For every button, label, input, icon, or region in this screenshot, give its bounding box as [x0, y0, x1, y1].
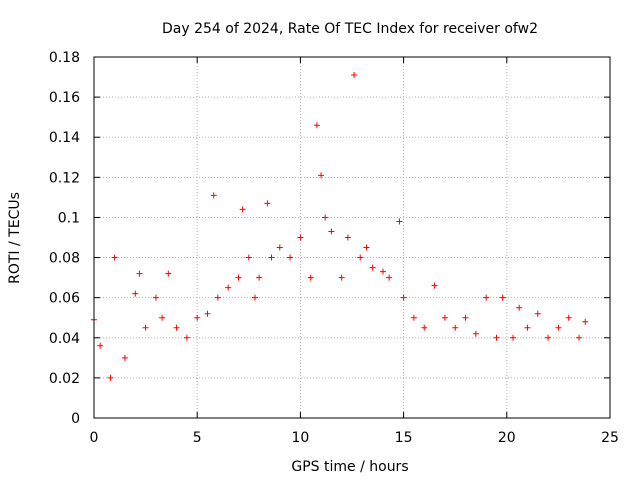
data-point	[441, 314, 448, 321]
data-point	[256, 274, 263, 281]
data-point	[276, 244, 283, 251]
data-point	[328, 228, 335, 235]
x-tick-label: 10	[291, 430, 309, 446]
data-point	[524, 324, 531, 331]
data-point	[210, 192, 217, 199]
axis-ticks: 0 5 10 15 20 25 0 0.02 0.04 0.06 0.08 0.1 0.12 0.14 0.…	[49, 50, 619, 446]
data-point	[322, 214, 329, 221]
data-point	[136, 270, 143, 277]
data-point	[369, 264, 376, 271]
plot-frame	[93, 56, 611, 419]
data-point	[235, 274, 242, 281]
data-point	[545, 334, 552, 341]
data-point	[121, 354, 128, 361]
data-point	[165, 270, 172, 277]
y-tick-label: 0.08	[49, 251, 80, 267]
x-tick-label: 5	[193, 430, 202, 446]
x-tick-label: 25	[601, 430, 619, 446]
grid-lines	[94, 57, 610, 418]
data-point	[452, 324, 459, 331]
y-tick-label: 0.14	[49, 130, 80, 146]
data-point	[565, 314, 572, 321]
data-point	[183, 334, 190, 341]
x-tick-label: 20	[498, 430, 516, 446]
data-point	[152, 294, 159, 301]
data-point	[107, 374, 114, 381]
chart-title: Day 254 of 2024, Rate Of TEC Index for r…	[162, 21, 538, 37]
data-point	[431, 282, 438, 289]
data-point	[493, 334, 500, 341]
data-point	[555, 324, 562, 331]
x-tick-label: 15	[395, 430, 413, 446]
data-point	[204, 310, 211, 317]
y-tick-label: 0.18	[49, 50, 80, 66]
data-point	[132, 290, 139, 297]
data-point	[97, 342, 104, 349]
data-point	[225, 284, 232, 291]
data-point	[245, 254, 252, 261]
data-point	[173, 324, 180, 331]
data-point	[534, 310, 541, 317]
y-tick-label: 0.1	[58, 210, 80, 226]
data-point	[142, 324, 149, 331]
data-point	[386, 274, 393, 281]
x-axis-label: GPS time / hours	[291, 459, 408, 475]
data-point	[516, 304, 523, 311]
y-tick-label: 0.02	[49, 371, 80, 387]
y-tick-label: 0.06	[49, 291, 80, 307]
data-point	[287, 254, 294, 261]
data-point	[379, 268, 386, 275]
data-point	[313, 122, 320, 129]
data-point	[363, 244, 370, 251]
y-tick-label: 0	[71, 411, 80, 427]
y-tick-label: 0.04	[49, 331, 80, 347]
data-point	[410, 314, 417, 321]
data-point	[509, 334, 516, 341]
data-point	[264, 200, 271, 207]
data-point	[268, 254, 275, 261]
y-tick-label: 0.16	[49, 90, 80, 106]
y-tick-label: 0.12	[49, 170, 80, 186]
data-point	[344, 234, 351, 241]
data-point	[338, 274, 345, 281]
data-point	[421, 324, 428, 331]
data-point	[214, 294, 221, 301]
data-point	[251, 294, 258, 301]
data-points	[91, 72, 589, 381]
data-point	[111, 254, 118, 261]
y-axis-label: ROTI / TECUs	[7, 192, 23, 284]
data-point	[582, 318, 589, 325]
data-point	[483, 294, 490, 301]
x-tick-label: 0	[90, 430, 99, 446]
data-point	[472, 330, 479, 337]
data-point	[194, 314, 201, 321]
data-point	[297, 234, 304, 241]
data-point	[499, 294, 506, 301]
data-point	[357, 254, 364, 261]
data-point	[400, 294, 407, 301]
data-point	[159, 314, 166, 321]
data-point	[576, 334, 583, 341]
data-point	[396, 218, 403, 225]
data-point	[239, 206, 246, 213]
data-point	[351, 72, 358, 79]
data-point	[307, 274, 314, 281]
data-point	[462, 314, 469, 321]
data-point	[318, 172, 325, 179]
